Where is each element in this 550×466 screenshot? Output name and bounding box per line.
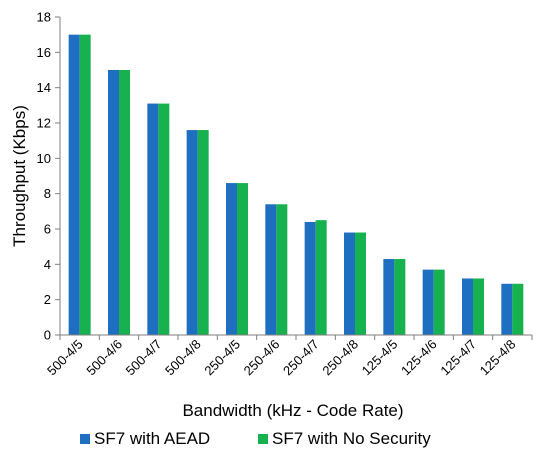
bar-no-security xyxy=(315,220,327,335)
x-tick-label: 250-4/7 xyxy=(280,337,322,379)
x-tick-label: 500-4/7 xyxy=(123,337,165,379)
x-tick-label: 250-4/6 xyxy=(241,337,283,379)
y-tick-label: 14 xyxy=(37,80,51,95)
y-tick-label: 12 xyxy=(37,116,51,131)
bar-no-security xyxy=(512,283,524,335)
legend: SF7 with AEAD SF7 with No Security xyxy=(80,429,431,448)
plot-area xyxy=(68,34,524,336)
x-axis-title: Bandwidth (kHz - Code Rate) xyxy=(182,401,403,420)
bar-aead xyxy=(304,221,316,335)
bar-no-security xyxy=(394,259,406,335)
y-tick-label: 8 xyxy=(44,186,51,201)
x-tick-label: 125-4/7 xyxy=(437,337,479,379)
bar-no-security xyxy=(433,269,445,335)
bar-aead xyxy=(422,269,434,335)
bar-no-security xyxy=(119,70,130,335)
bar-no-security xyxy=(473,278,484,335)
bar-no-security xyxy=(79,34,91,336)
bar-aead xyxy=(68,34,80,336)
y-tick-label: 2 xyxy=(44,292,51,307)
y-tick-label: 16 xyxy=(37,45,51,60)
bar-no-security xyxy=(276,204,288,335)
legend-swatch xyxy=(258,434,268,444)
bar-aead xyxy=(147,103,159,335)
legend-label: SF7 with No Security xyxy=(272,429,431,448)
bar-aead xyxy=(501,283,513,335)
y-tick-label: 18 xyxy=(37,10,51,25)
x-tick-label: 500-4/6 xyxy=(83,337,125,379)
legend-swatch xyxy=(80,434,90,444)
y-axis-title: Throughput (Kbps) xyxy=(10,105,29,247)
bar-aead xyxy=(108,70,119,335)
bar-aead xyxy=(265,204,277,335)
bar-no-security xyxy=(237,183,248,335)
bar-aead xyxy=(186,130,198,335)
x-tick-label: 500-4/8 xyxy=(162,337,204,379)
x-tick-label: 500-4/5 xyxy=(44,337,86,379)
bar-aead xyxy=(344,232,355,335)
x-tick-label: 125-4/5 xyxy=(359,337,401,379)
y-tick-label: 10 xyxy=(37,151,51,166)
bar-no-security xyxy=(355,232,366,335)
y-tick-label: 6 xyxy=(44,222,51,237)
bar-aead xyxy=(383,259,395,335)
x-axis: 500-4/5500-4/6500-4/7500-4/8250-4/5250-4… xyxy=(44,334,533,379)
x-tick-label: 125-4/6 xyxy=(398,337,440,379)
bar-aead xyxy=(462,278,473,335)
bar-no-security xyxy=(197,130,209,335)
x-tick-label: 250-4/5 xyxy=(201,337,243,379)
x-tick-label: 125-4/8 xyxy=(477,337,519,379)
x-tick-label: 250-4/8 xyxy=(319,337,361,379)
y-axis: 0 2 4 6 8 10 12 14 16 18 xyxy=(37,10,61,343)
bar-aead xyxy=(226,183,237,335)
y-tick-label: 0 xyxy=(44,328,51,343)
y-tick-label: 4 xyxy=(44,257,51,272)
legend-label: SF7 with AEAD xyxy=(94,429,210,448)
bar-no-security xyxy=(158,103,170,335)
